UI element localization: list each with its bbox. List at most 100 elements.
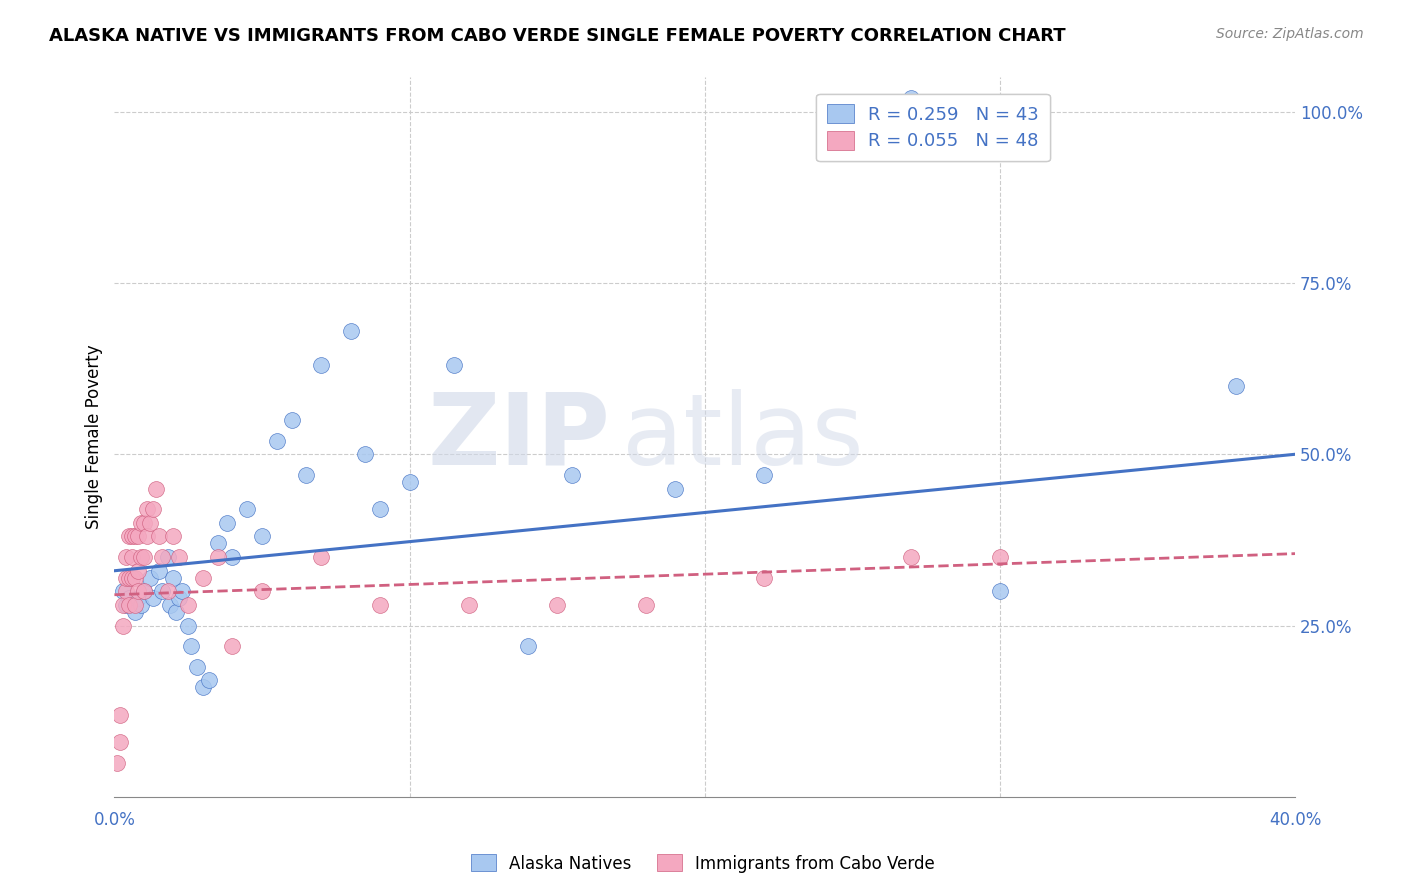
Point: [132, 584, 155, 599]
Point: [988, 549, 1011, 564]
Point: [159, 598, 181, 612]
Point: [900, 549, 922, 564]
Point: [221, 549, 243, 564]
Point: [115, 584, 138, 599]
Text: 40.0%: 40.0%: [1268, 811, 1322, 829]
Point: [118, 591, 141, 606]
Point: [169, 591, 191, 606]
Point: [215, 516, 238, 530]
Point: [280, 413, 302, 427]
Text: atlas: atlas: [621, 389, 863, 485]
Point: [236, 502, 259, 516]
Point: [309, 358, 332, 372]
Point: [110, 735, 132, 749]
Point: [148, 529, 170, 543]
Text: 0.0%: 0.0%: [93, 811, 135, 829]
Point: [115, 598, 138, 612]
Point: [127, 591, 149, 606]
Point: [118, 529, 141, 543]
Point: [121, 571, 143, 585]
Point: [124, 605, 146, 619]
Point: [634, 598, 657, 612]
Point: [207, 549, 229, 564]
Point: [129, 598, 152, 612]
Point: [127, 564, 149, 578]
Text: Source: ZipAtlas.com: Source: ZipAtlas.com: [1216, 27, 1364, 41]
Point: [368, 502, 391, 516]
Point: [121, 549, 143, 564]
Point: [250, 529, 273, 543]
Point: [457, 598, 479, 612]
Point: [112, 584, 135, 599]
Point: [129, 516, 152, 530]
Point: [398, 475, 420, 489]
Point: [115, 549, 138, 564]
Point: [162, 529, 184, 543]
Point: [207, 536, 229, 550]
Point: [127, 584, 149, 599]
Legend: Alaska Natives, Immigrants from Cabo Verde: Alaska Natives, Immigrants from Cabo Ver…: [464, 847, 942, 880]
Point: [180, 639, 202, 653]
Point: [988, 584, 1011, 599]
Point: [266, 434, 288, 448]
Point: [221, 639, 243, 653]
Text: ALASKA NATIVE VS IMMIGRANTS FROM CABO VERDE SINGLE FEMALE POVERTY CORRELATION CH: ALASKA NATIVE VS IMMIGRANTS FROM CABO VE…: [49, 27, 1066, 45]
Point: [148, 564, 170, 578]
Point: [162, 571, 184, 585]
Point: [156, 584, 179, 599]
Point: [165, 605, 187, 619]
Point: [142, 591, 165, 606]
Point: [139, 571, 162, 585]
Point: [191, 571, 214, 585]
Point: [177, 618, 200, 632]
Point: [115, 571, 138, 585]
Point: [129, 549, 152, 564]
Point: [124, 529, 146, 543]
Point: [339, 324, 361, 338]
Point: [124, 571, 146, 585]
Point: [516, 639, 538, 653]
Point: [132, 516, 155, 530]
Point: [121, 529, 143, 543]
Point: [250, 584, 273, 599]
Point: [121, 571, 143, 585]
Point: [105, 756, 128, 770]
Point: [664, 482, 686, 496]
Point: [156, 549, 179, 564]
Point: [132, 549, 155, 564]
Y-axis label: Single Female Poverty: Single Female Poverty: [86, 345, 103, 530]
Point: [368, 598, 391, 612]
Text: ZIP: ZIP: [427, 389, 610, 485]
Point: [145, 482, 167, 496]
Point: [295, 467, 318, 482]
Point: [118, 571, 141, 585]
Point: [752, 571, 775, 585]
Point: [900, 91, 922, 105]
Legend: R = 0.259   N = 43, R = 0.055   N = 48: R = 0.259 N = 43, R = 0.055 N = 48: [815, 94, 1050, 161]
Point: [124, 598, 146, 612]
Point: [150, 549, 173, 564]
Point: [172, 584, 194, 599]
Point: [132, 584, 155, 599]
Point: [561, 467, 583, 482]
Point: [186, 659, 208, 673]
Point: [354, 447, 377, 461]
Point: [177, 598, 200, 612]
Point: [127, 529, 149, 543]
Point: [112, 618, 135, 632]
Point: [752, 467, 775, 482]
Point: [112, 598, 135, 612]
Point: [118, 598, 141, 612]
Point: [169, 549, 191, 564]
Point: [546, 598, 568, 612]
Point: [135, 529, 157, 543]
Point: [1225, 378, 1247, 392]
Point: [198, 673, 221, 688]
Point: [443, 358, 465, 372]
Point: [142, 502, 165, 516]
Point: [135, 502, 157, 516]
Point: [139, 516, 162, 530]
Point: [150, 584, 173, 599]
Point: [110, 707, 132, 722]
Point: [309, 549, 332, 564]
